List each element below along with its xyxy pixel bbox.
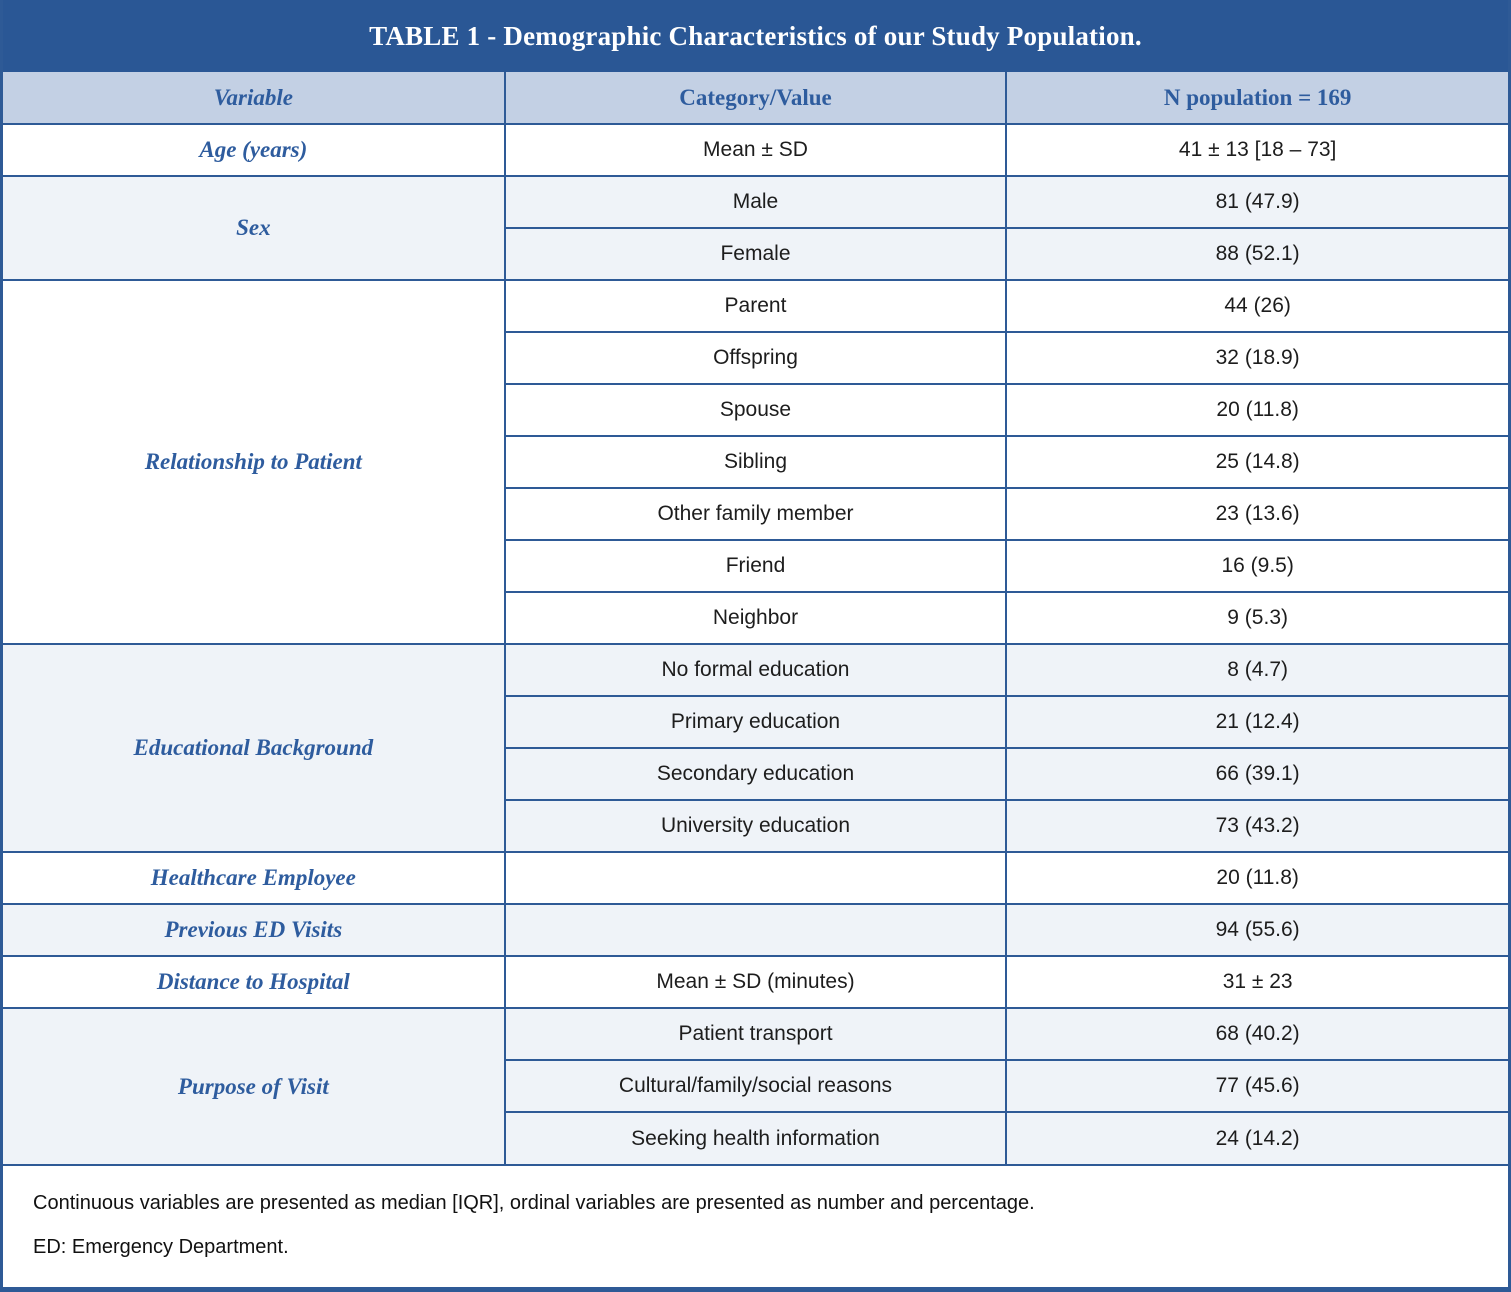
table-row: Sibling 25 (14.8) bbox=[3, 435, 1508, 488]
value-cell: 9 (5.3) bbox=[1005, 591, 1508, 644]
category-cell: Other family member bbox=[503, 487, 1007, 540]
category-cell bbox=[503, 852, 1007, 904]
category-cell: Offspring bbox=[503, 331, 1007, 384]
category-cell: Secondary education bbox=[503, 747, 1007, 800]
value-cell: 21 (12.4) bbox=[1005, 695, 1508, 748]
category-cell: No formal education bbox=[503, 644, 1007, 696]
group-healthcare-employee: Healthcare Employee 20 (11.8) bbox=[3, 852, 1508, 904]
value-cell: 66 (39.1) bbox=[1005, 747, 1508, 800]
value-cell: 77 (45.6) bbox=[1005, 1059, 1508, 1112]
column-header-variable: Variable bbox=[3, 72, 505, 124]
demographics-table: Variable Category/Value N population = 1… bbox=[3, 72, 1508, 1164]
table-row: Other family member 23 (13.6) bbox=[3, 487, 1508, 540]
table-row: Previous ED Visits 94 (55.6) bbox=[3, 904, 1508, 956]
table-row: Healthcare Employee 20 (11.8) bbox=[3, 852, 1508, 904]
group-sex: Sex Male 81 (47.9) Female 88 (52.1) bbox=[3, 176, 1508, 280]
variable-cell-age-years: Age (years) bbox=[3, 124, 505, 176]
group-relationship: Relationship to Patient Parent 44 (26) O… bbox=[3, 280, 1508, 644]
value-cell: 94 (55.6) bbox=[1005, 904, 1508, 956]
table-row: Primary education 21 (12.4) bbox=[3, 695, 1508, 748]
table-row: Cultural/family/social reasons 77 (45.6) bbox=[3, 1059, 1508, 1112]
table-title: TABLE 1 - Demographic Characteristics of… bbox=[369, 20, 1142, 51]
table-row: Friend 16 (9.5) bbox=[3, 539, 1508, 592]
value-cell: 41 ± 13 [18 – 73] bbox=[1005, 124, 1508, 176]
column-header-category-value: Category/Value bbox=[503, 72, 1007, 124]
variable-cell-relationship-to-patient: Relationship to Patient bbox=[3, 280, 505, 644]
table-row: Female 88 (52.1) bbox=[3, 227, 1508, 280]
group-distance-to-hospital: Distance to Hospital Mean ± SD (minutes)… bbox=[3, 956, 1508, 1008]
category-cell: Patient transport bbox=[503, 1008, 1007, 1060]
category-cell: Spouse bbox=[503, 383, 1007, 436]
table-row: Offspring 32 (18.9) bbox=[3, 331, 1508, 384]
category-cell: Seeking health information bbox=[503, 1111, 1007, 1164]
variable-cell-previous-ed-visits: Previous ED Visits bbox=[3, 904, 505, 956]
category-cell: Female bbox=[503, 227, 1007, 280]
footnote-continuous-variables: Continuous variables are presented as me… bbox=[33, 1192, 1035, 1214]
value-cell: 25 (14.8) bbox=[1005, 435, 1508, 488]
group-purpose-of-visit: Purpose of Visit Patient transport 68 (4… bbox=[3, 1008, 1508, 1164]
group-education: Educational Background No formal educati… bbox=[3, 644, 1508, 852]
category-cell: Primary education bbox=[503, 695, 1007, 748]
value-cell: 81 (47.9) bbox=[1005, 176, 1508, 228]
variable-cell-distance-to-hospital: Distance to Hospital bbox=[3, 956, 505, 1008]
variable-cell-healthcare-employee: Healthcare Employee bbox=[3, 852, 505, 904]
table-row: Relationship to Patient Parent 44 (26) bbox=[3, 280, 1508, 644]
table-row: Seeking health information 24 (14.2) bbox=[3, 1111, 1508, 1164]
table-row: Purpose of Visit Patient transport 68 (4… bbox=[3, 1008, 1508, 1164]
variable-cell-sex: Sex bbox=[3, 176, 505, 280]
table-row: Educational Background No formal educati… bbox=[3, 644, 1508, 852]
category-cell: Male bbox=[503, 176, 1007, 228]
value-cell: 88 (52.1) bbox=[1005, 227, 1508, 280]
variable-cell-educational-background: Educational Background bbox=[3, 644, 505, 852]
table-title-bar: TABLE 1 - Demographic Characteristics of… bbox=[3, 0, 1508, 72]
table-row: Neighbor 9 (5.3) bbox=[3, 591, 1508, 644]
category-cell: Neighbor bbox=[503, 591, 1007, 644]
table-row: Secondary education 66 (39.1) bbox=[3, 747, 1508, 800]
value-cell: 16 (9.5) bbox=[1005, 539, 1508, 592]
category-cell: University education bbox=[503, 799, 1007, 852]
value-cell: 32 (18.9) bbox=[1005, 331, 1508, 384]
value-cell: 44 (26) bbox=[1005, 280, 1508, 332]
table-row: Spouse 20 (11.8) bbox=[3, 383, 1508, 436]
table-row: Age (years) Mean ± SD 41 ± 13 [18 – 73] bbox=[3, 124, 1508, 176]
group-age: Age (years) Mean ± SD 41 ± 13 [18 – 73] bbox=[3, 124, 1508, 176]
value-cell: 24 (14.2) bbox=[1005, 1111, 1508, 1164]
value-cell: 31 ± 23 bbox=[1005, 956, 1508, 1008]
value-cell: 68 (40.2) bbox=[1005, 1008, 1508, 1060]
header-row: Variable Category/Value N population = 1… bbox=[3, 72, 1508, 124]
category-cell: Mean ± SD bbox=[503, 124, 1007, 176]
table-footnotes: Continuous variables are presented as me… bbox=[3, 1164, 1508, 1287]
category-cell: Cultural/family/social reasons bbox=[503, 1059, 1007, 1112]
group-previous-ed-visits: Previous ED Visits 94 (55.6) bbox=[3, 904, 1508, 956]
category-cell: Sibling bbox=[503, 435, 1007, 488]
value-cell: 8 (4.7) bbox=[1005, 644, 1508, 696]
table-row: University education 73 (43.2) bbox=[3, 799, 1508, 852]
value-cell: 73 (43.2) bbox=[1005, 799, 1508, 852]
value-cell: 20 (11.8) bbox=[1005, 852, 1508, 904]
value-cell: 20 (11.8) bbox=[1005, 383, 1508, 436]
category-cell: Mean ± SD (minutes) bbox=[503, 956, 1007, 1008]
category-cell: Friend bbox=[503, 539, 1007, 592]
category-cell: Parent bbox=[503, 280, 1007, 332]
variable-cell-purpose-of-visit: Purpose of Visit bbox=[3, 1008, 505, 1164]
category-cell bbox=[503, 904, 1007, 956]
value-cell: 23 (13.6) bbox=[1005, 487, 1508, 540]
table-row: Sex Male 81 (47.9) bbox=[3, 176, 1508, 280]
table-row: Distance to Hospital Mean ± SD (minutes)… bbox=[3, 956, 1508, 1008]
footnote-ed-abbreviation: ED: Emergency Department. bbox=[33, 1236, 289, 1258]
column-header-n-population: N population = 169 bbox=[1005, 72, 1508, 124]
